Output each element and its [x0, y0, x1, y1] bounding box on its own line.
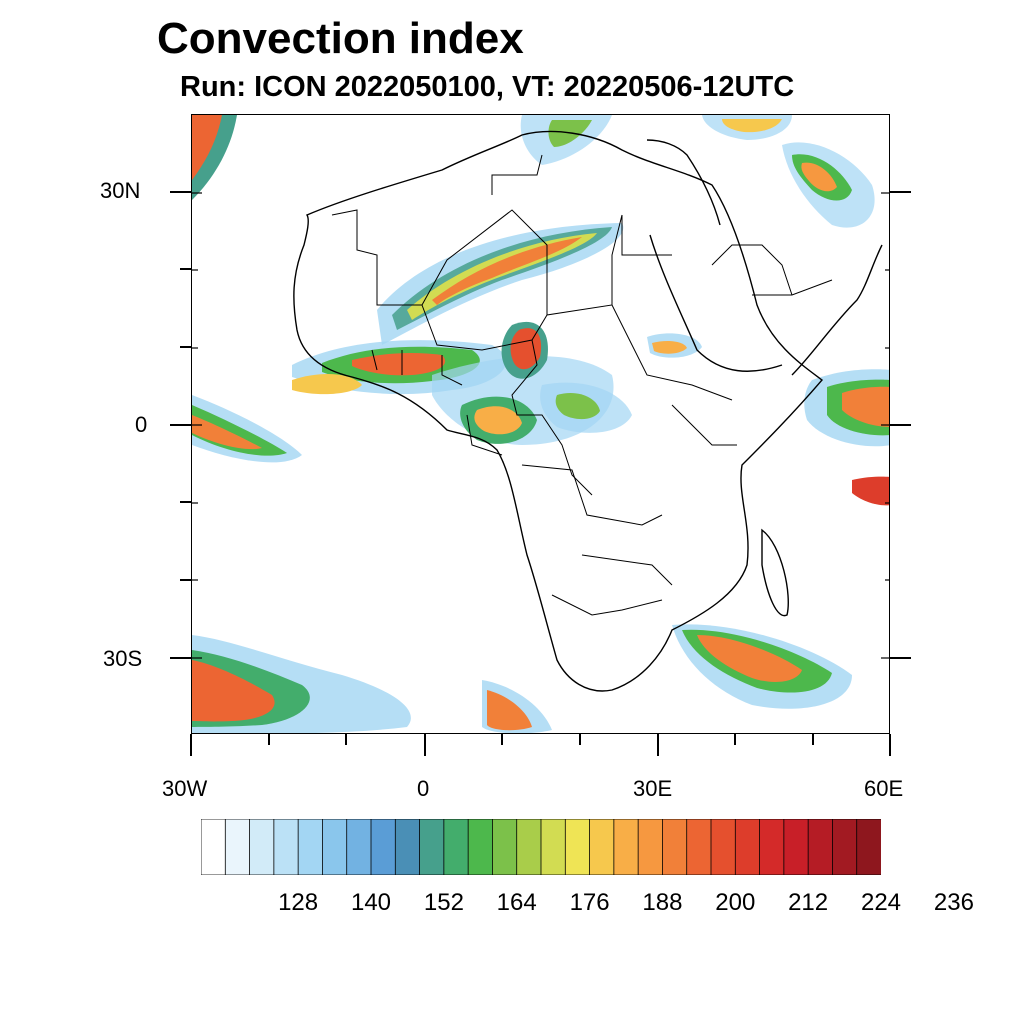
country-borders	[331, 154, 833, 616]
colorbar-swatch	[297, 819, 324, 875]
colorbar-swatch	[637, 819, 664, 875]
colorbar-swatch	[273, 819, 300, 875]
colorbar-swatch	[856, 819, 881, 875]
x-label-0: 0	[417, 776, 430, 801]
colorbar-label: 188	[642, 889, 683, 916]
map-title: Convection index	[157, 14, 524, 63]
convection-shading	[192, 115, 889, 733]
colorbar-swatch	[467, 819, 494, 875]
colorbar-swatch	[662, 819, 688, 875]
colorbar-swatch	[322, 819, 348, 875]
colorbar-label: 200	[715, 889, 756, 916]
colorbar-label: 128	[278, 889, 319, 916]
y-label-0: 0	[135, 412, 148, 437]
colorbar-label: 164	[496, 889, 537, 916]
colorbar-swatch	[443, 819, 470, 875]
colorbar-swatch	[249, 819, 275, 875]
map-svg	[192, 115, 889, 733]
colorbar-swatch	[686, 819, 712, 875]
colorbar-label: 212	[788, 889, 829, 916]
colorbar-swatch	[224, 819, 251, 875]
colorbar-swatch	[759, 819, 785, 875]
colorbar-swatch	[613, 819, 640, 875]
colorbar-swatch	[419, 819, 445, 875]
colorbar-swatch	[540, 819, 567, 875]
colorbar-swatch	[589, 819, 615, 875]
x-label-30e: 30E	[633, 776, 673, 801]
x-label-60e: 60E	[864, 776, 904, 801]
colorbar-label: 152	[423, 889, 464, 916]
y-label-30n: 30N	[100, 178, 141, 203]
colorbar-swatch	[564, 819, 591, 875]
x-label-30w: 30W	[162, 776, 208, 801]
colorbar-label: 236	[933, 889, 974, 916]
coastlines	[293, 130, 883, 692]
colorbar-swatch	[807, 819, 834, 875]
map-subtitle: Run: ICON 2022050100, VT: 20220506-12UTC	[180, 71, 795, 103]
y-label-30s: 30S	[103, 646, 143, 671]
colorbar	[201, 819, 881, 875]
colorbar-swatch	[346, 819, 372, 875]
colorbar-swatch	[394, 819, 421, 875]
colorbar-swatch	[492, 819, 518, 875]
colorbar-swatch	[783, 819, 810, 875]
colorbar-swatch	[370, 819, 397, 875]
colorbar-label: 224	[860, 889, 902, 916]
colorbar-swatch	[734, 819, 761, 875]
colorbar-swatch	[516, 819, 542, 875]
map-panel	[191, 114, 890, 734]
colorbar-swatch	[832, 819, 858, 875]
colorbar-swatch	[201, 819, 227, 875]
colorbar-label: 176	[569, 889, 610, 916]
colorbar-swatch	[710, 819, 737, 875]
colorbar-label: 140	[350, 889, 392, 916]
